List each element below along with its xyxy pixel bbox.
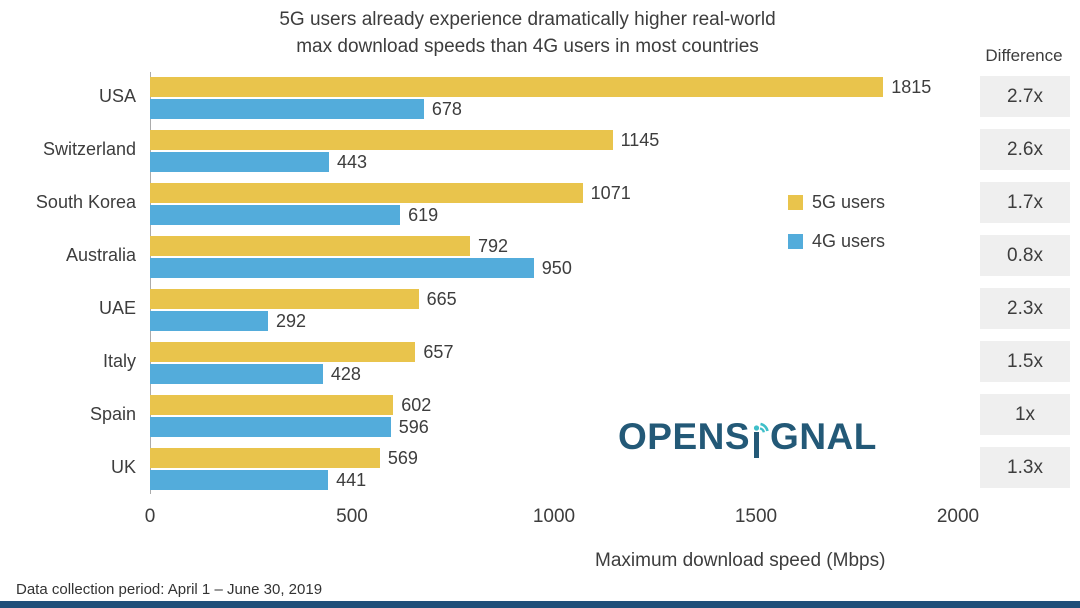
difference-badge: 1.3x (980, 447, 1070, 488)
plot-area: 1815 678 (150, 70, 958, 123)
difference-badge: 1.5x (980, 341, 1070, 382)
bar-4g (150, 99, 424, 119)
bar-4g (150, 364, 323, 384)
chart-title: 5G users already experience dramatically… (0, 6, 1055, 60)
legend-item-4g: 4G users (788, 231, 885, 252)
difference-badge: 2.3x (980, 288, 1070, 329)
plot-area: 1071 619 (150, 176, 958, 229)
bar-value-4g: 292 (275, 311, 306, 331)
antenna-signal-icon (753, 422, 769, 458)
bar-value-5g: 602 (401, 395, 432, 415)
x-axis-label: Maximum download speed (Mbps) (595, 550, 886, 571)
chart-row: UK 569 441 1.3x (0, 441, 1080, 494)
bar-value-4g: 596 (398, 417, 429, 437)
bar-4g (150, 205, 401, 225)
bar-4g (150, 258, 534, 278)
legend-item-5g: 5G users (788, 192, 885, 213)
bar-value-4g: 428 (330, 364, 361, 384)
difference-badge: 0.8x (980, 235, 1070, 276)
data-collection-note: Data collection period: April 1 – June 3… (16, 581, 323, 598)
chart-row: Spain 602 596 1x (0, 388, 1080, 441)
difference-badge: 2.6x (980, 129, 1070, 170)
country-label: Australia (65, 245, 136, 265)
x-tick-label: 500 (336, 506, 368, 527)
bar-value-4g: 678 (431, 99, 462, 119)
legend-label-5g: 5G users (812, 192, 886, 212)
plot-area: 665 292 (150, 282, 958, 335)
bar-value-5g: 1145 (620, 130, 660, 150)
difference-column-header: Difference (985, 46, 1063, 65)
bar-value-4g: 619 (408, 205, 439, 225)
bar-value-5g: 792 (477, 236, 508, 256)
bar-5g (150, 289, 419, 309)
chart-row: Italy 657 428 1.5x (0, 335, 1080, 388)
country-label: South Korea (35, 192, 136, 212)
chart-row: USA 1815 678 2.7x (0, 70, 1080, 123)
plot-area: 657 428 (150, 335, 958, 388)
y-axis-line (150, 72, 151, 494)
plot-area: 569 441 (150, 441, 958, 494)
chart-title-line1: 5G users already experience dramatically… (279, 9, 776, 30)
x-tick-label: 2000 (936, 506, 980, 527)
bar-5g (150, 236, 470, 256)
logo-text-right: GNAL (770, 416, 877, 457)
bar-5g (150, 183, 583, 203)
x-axis-ticks: 0 500 1000 1500 2000 (145, 506, 979, 530)
country-label: UAE (98, 298, 136, 318)
bar-value-5g: 569 (387, 448, 418, 468)
country-label: Switzerland (42, 139, 136, 159)
bar-value-5g: 657 (423, 342, 454, 362)
bar-value-4g: 950 (541, 258, 572, 278)
legend-swatch-4g (788, 234, 803, 249)
bar-4g (150, 152, 329, 172)
country-label: Italy (102, 351, 136, 371)
legend-label-4g: 4G users (812, 231, 886, 251)
country-label: UK (110, 457, 136, 477)
bar-5g (150, 342, 416, 362)
bar-5g (150, 448, 380, 468)
chart-row: Switzerland 1145 443 2.6x (0, 123, 1080, 176)
bar-4g (150, 417, 391, 437)
x-tick-label: 1500 (734, 506, 778, 527)
difference-badge: 1.7x (980, 182, 1070, 223)
x-tick-label: 1000 (532, 506, 576, 527)
bar-value-5g: 665 (426, 289, 457, 309)
opensignal-logo: OPENS GNAL (618, 416, 877, 458)
chart-row: UAE 665 292 2.3x (0, 282, 1080, 335)
chart-row: Australia 792 950 0.8x (0, 229, 1080, 282)
x-tick-label: 0 (144, 506, 156, 527)
chart-legend: 5G users 4G users (788, 192, 885, 270)
bar-rows: USA 1815 678 2.7x Switzerland 1145 443 2.6x Sout… (0, 70, 1080, 494)
bar-5g (150, 395, 394, 415)
bar-value-4g: 441 (336, 470, 367, 490)
bar-5g (150, 130, 613, 150)
chart-title-line2: max download speeds than 4G users in mos… (296, 36, 759, 57)
plot-area: 792 950 (150, 229, 958, 282)
bar-value-5g: 1071 (590, 183, 631, 203)
chart-row: South Korea 1071 619 1.7x (0, 176, 1080, 229)
difference-badge: 1x (980, 394, 1070, 435)
plot-area: 1145 443 (150, 123, 958, 176)
plot-area: 602 596 (150, 388, 958, 441)
country-label: USA (98, 86, 136, 106)
bottom-brand-bar (0, 601, 1080, 608)
bar-value-4g: 443 (336, 152, 368, 172)
bar-4g (150, 470, 329, 490)
country-label: Spain (89, 404, 136, 424)
bar-5g (150, 77, 884, 97)
bar-value-5g: 1815 (891, 77, 932, 97)
difference-badge: 2.7x (980, 76, 1070, 117)
logo-text-left: OPENS (618, 416, 751, 457)
bar-4g (150, 311, 268, 331)
legend-swatch-5g (788, 195, 803, 210)
